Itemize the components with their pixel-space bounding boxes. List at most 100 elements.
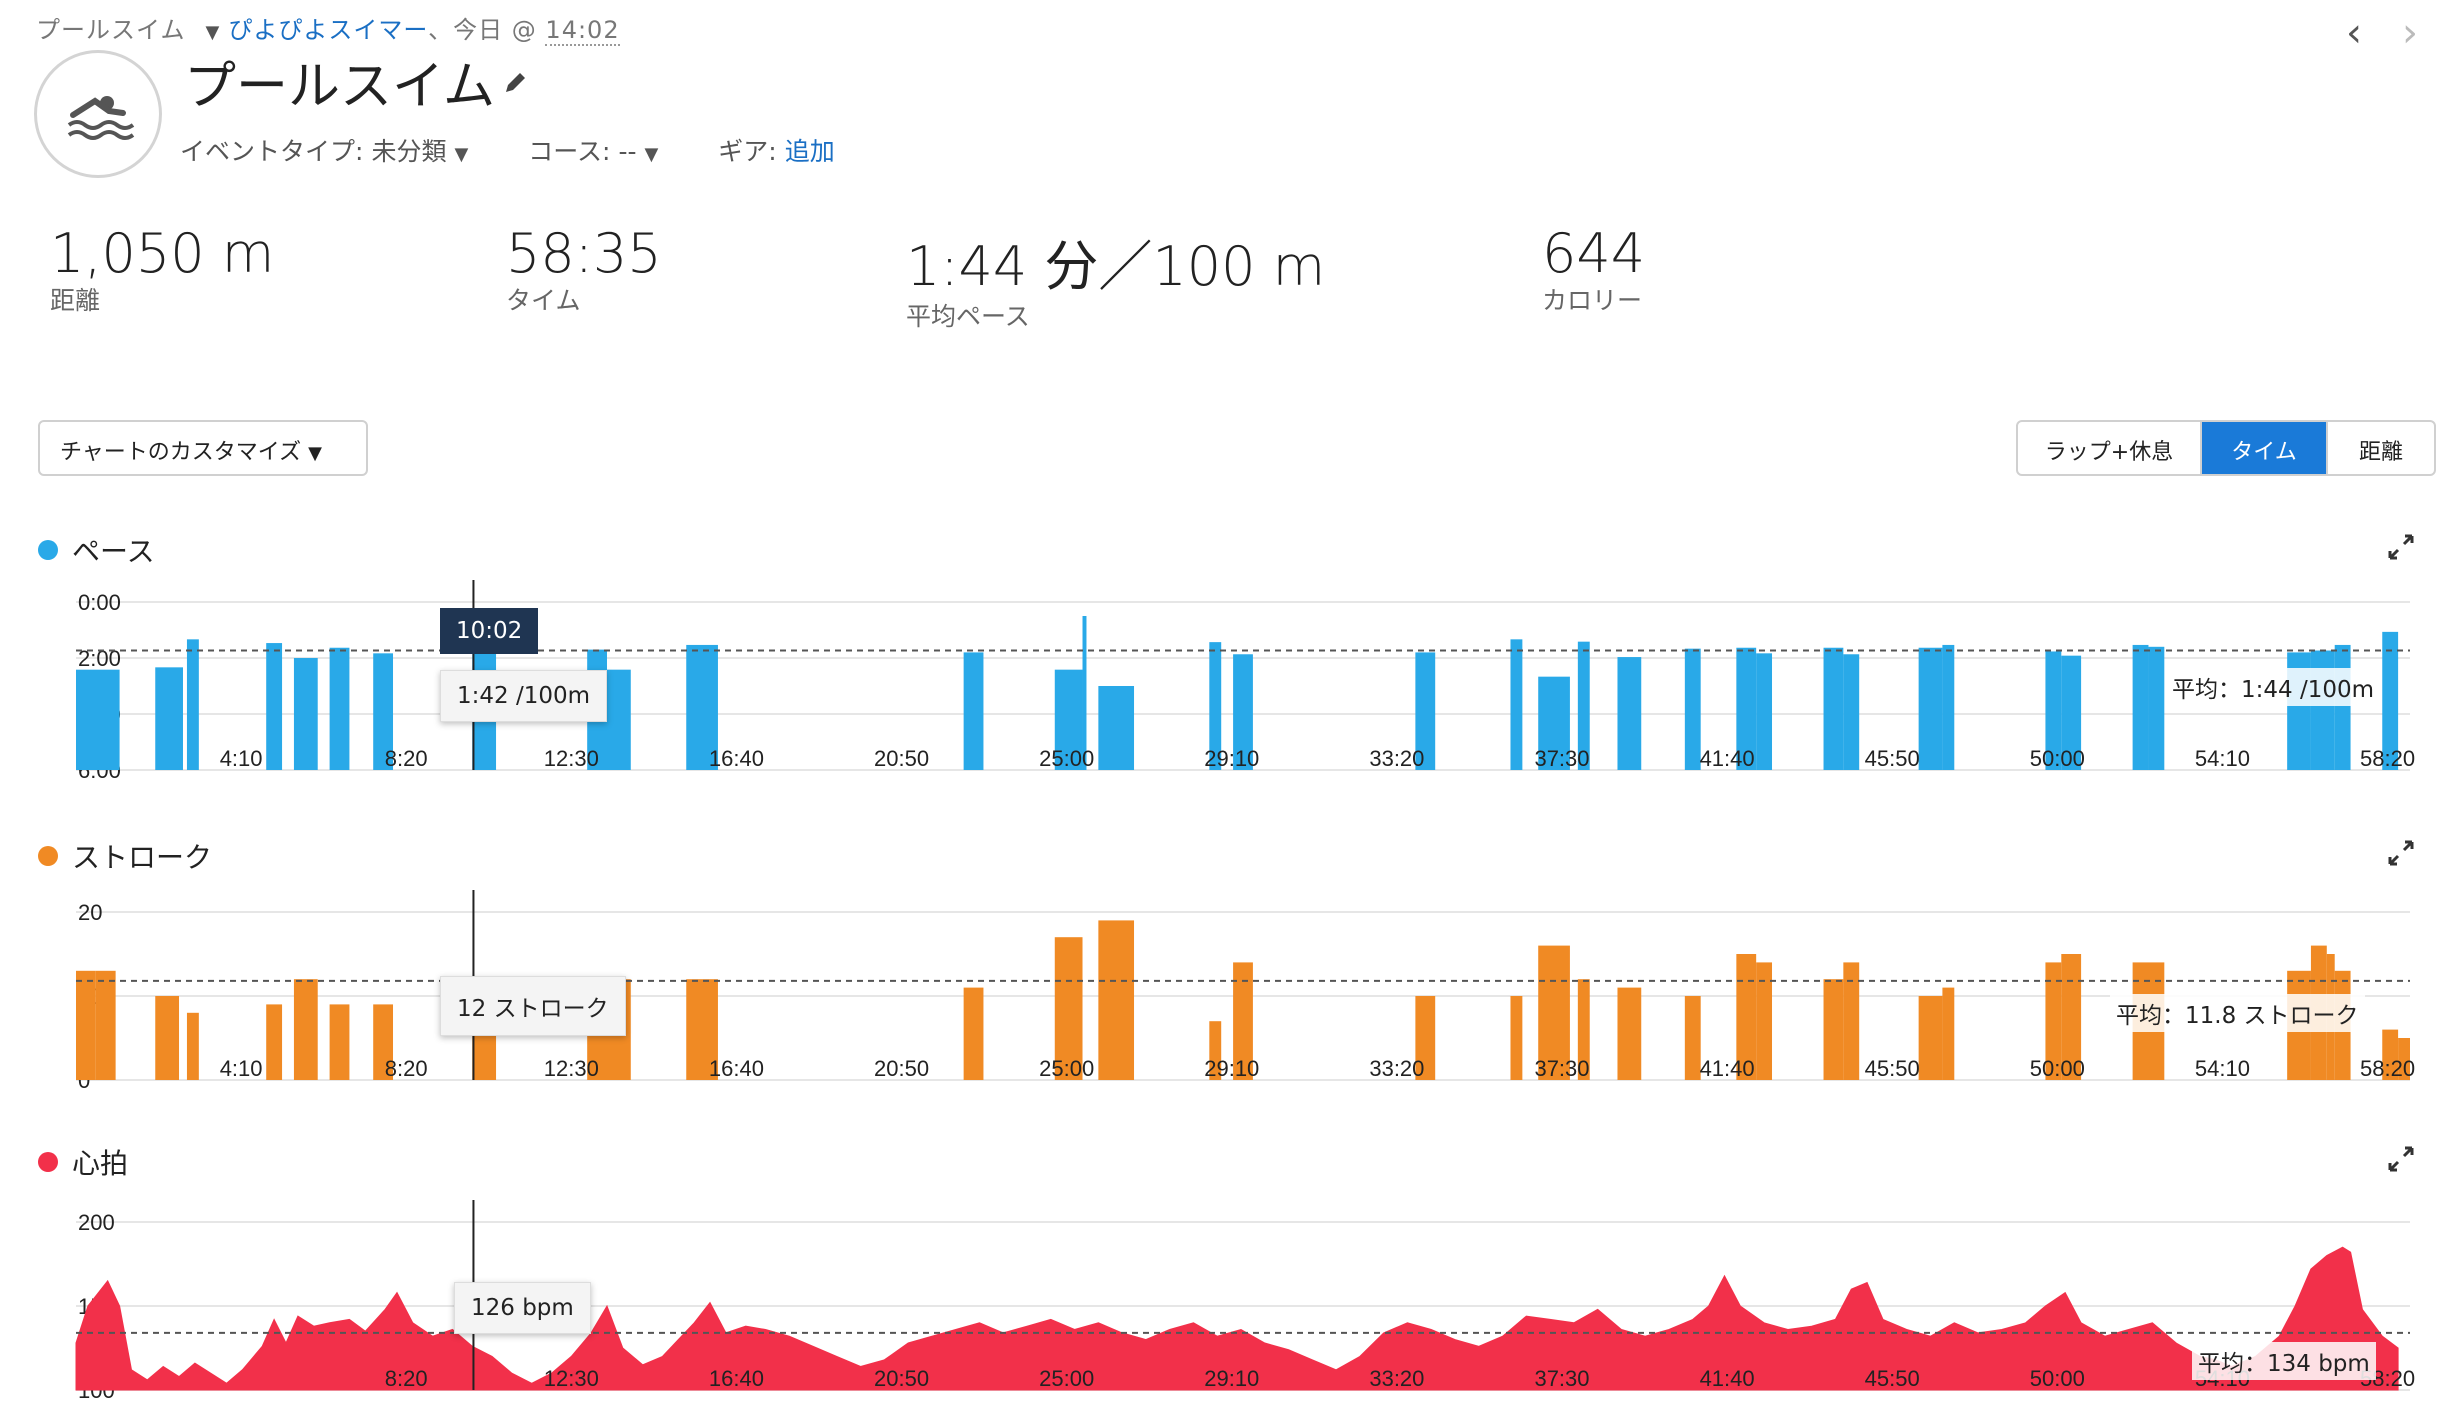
user-link[interactable]: ぴよぴよスイマー bbox=[228, 16, 429, 44]
x-tick-label: 41:40 bbox=[1700, 1056, 1755, 1081]
stroke-bar bbox=[2045, 962, 2062, 1080]
toggle-time[interactable]: タイム bbox=[2202, 422, 2328, 474]
pace-bar bbox=[1577, 641, 1590, 770]
pace-bar bbox=[1823, 647, 1844, 770]
pace-bar bbox=[1756, 653, 1773, 770]
x-tick-label: 41:40 bbox=[1700, 1366, 1755, 1391]
pace-bar bbox=[2148, 646, 2165, 770]
x-tick-label: 50:00 bbox=[2030, 1056, 2085, 1081]
toggle-lap-rest[interactable]: ラップ+休息 bbox=[2018, 422, 2202, 474]
previous-activity-icon[interactable]: ‹ bbox=[2346, 10, 2362, 56]
heart-rate-area bbox=[75, 1246, 2399, 1391]
pace-bar bbox=[1054, 669, 1083, 770]
x-tick-label: 33:20 bbox=[1369, 1366, 1424, 1391]
page-title: プールスイム bbox=[184, 57, 495, 117]
stat-calories: 644 カロリー bbox=[1542, 222, 1645, 317]
pace-bar bbox=[2132, 644, 2149, 770]
x-tick-label: 50:00 bbox=[2030, 1366, 2085, 1391]
x-tick-label: 8:20 bbox=[385, 1056, 428, 1081]
stroke-bar bbox=[2398, 1038, 2410, 1080]
x-tick-label: 12:30 bbox=[544, 746, 599, 771]
customize-chart-label: チャートのカスタマイズ bbox=[60, 440, 302, 465]
event-type-select[interactable]: 未分類 ▼ bbox=[371, 137, 469, 166]
heart-chart[interactable]: 2001501008:2012:3016:4020:5025:0029:1033… bbox=[0, 1200, 2460, 1403]
stroke-bar bbox=[1415, 996, 1436, 1080]
activity-type-dropdown-icon[interactable]: ▼ bbox=[205, 22, 221, 43]
stroke-bar bbox=[1918, 996, 1943, 1080]
heart-tooltip: 126 bpm bbox=[454, 1282, 591, 1334]
activity-type-label: プールスイム bbox=[36, 16, 186, 44]
expand-heart-chart-icon[interactable] bbox=[2386, 1144, 2416, 1174]
x-tick-label: 37:30 bbox=[1534, 746, 1589, 771]
x-tick-label: 12:30 bbox=[544, 1056, 599, 1081]
breadcrumb: プールスイム ▼ ぴよぴよスイマー、今日 @ 14:02 bbox=[36, 10, 620, 46]
x-tick-label: 41:40 bbox=[1700, 746, 1755, 771]
pace-bar bbox=[373, 653, 394, 770]
x-tick-label: 16:40 bbox=[709, 1366, 764, 1391]
pace-bar bbox=[1233, 654, 1253, 770]
stat-label: 平均ペース bbox=[906, 302, 1030, 331]
date-text: 、今日 bbox=[428, 16, 504, 44]
pace-bar bbox=[1736, 647, 1757, 770]
x-tick-label: 4:10 bbox=[220, 1056, 263, 1081]
stroke-bar bbox=[2382, 1029, 2399, 1080]
stroke-bar bbox=[1510, 996, 1523, 1080]
x-tick-label: 16:40 bbox=[709, 1056, 764, 1081]
pace-bar bbox=[606, 669, 631, 770]
add-gear-link[interactable]: 追加 bbox=[784, 137, 835, 166]
stroke-bar bbox=[1577, 979, 1590, 1080]
stroke-bar bbox=[1054, 937, 1083, 1080]
expand-stroke-chart-icon[interactable] bbox=[2386, 838, 2416, 868]
stat-value: 58:35 bbox=[506, 222, 662, 285]
chevron-down-icon: ▼ bbox=[308, 443, 322, 464]
stat-label: タイム bbox=[506, 286, 581, 315]
stroke-title-text: ストローク bbox=[72, 841, 213, 874]
stroke-bar bbox=[1823, 979, 1844, 1080]
x-tick-label: 20:50 bbox=[874, 1056, 929, 1081]
edit-title-icon[interactable] bbox=[502, 70, 528, 96]
pace-bar bbox=[1510, 639, 1523, 770]
x-tick-label: 54:10 bbox=[2195, 1056, 2250, 1081]
stroke-bar bbox=[1756, 962, 1773, 1080]
stat-label: カロリー bbox=[1542, 286, 1643, 315]
pace-bar bbox=[1942, 644, 1955, 770]
course-select[interactable]: -- ▼ bbox=[618, 137, 659, 166]
pace-bar bbox=[2382, 631, 2399, 770]
pace-bar bbox=[1843, 654, 1860, 770]
x-tick-label: 25:00 bbox=[1039, 746, 1094, 771]
stroke-chart[interactable]: 201004:108:2012:3016:4020:5025:0029:1033… bbox=[0, 890, 2460, 1093]
x-tick-label: 58:20 bbox=[2360, 1056, 2415, 1081]
next-activity-icon[interactable]: › bbox=[2402, 10, 2418, 56]
pace-bar bbox=[1209, 642, 1222, 770]
pace-legend-dot bbox=[38, 540, 58, 560]
stat-avg-pace: 1:44 分／100 m 平均ペース bbox=[906, 222, 1325, 333]
heart-chart-title: 心拍 bbox=[38, 1142, 128, 1182]
x-tick-label: 29:10 bbox=[1204, 1056, 1259, 1081]
x-tick-label: 8:20 bbox=[385, 1366, 428, 1391]
x-tick-label: 8:20 bbox=[385, 746, 428, 771]
event-type-dropdown-icon: ▼ bbox=[454, 144, 469, 165]
course-dropdown-icon: ▼ bbox=[644, 144, 659, 165]
stroke-bar bbox=[1233, 962, 1253, 1080]
activity-icon bbox=[34, 50, 162, 178]
stroke-average-label: 平均：11.8 ストローク bbox=[2110, 994, 2365, 1032]
cursor-time-tooltip: 10:02 bbox=[440, 608, 539, 654]
stroke-bar bbox=[266, 1004, 283, 1080]
customize-chart-button[interactable]: チャートのカスタマイズ ▼ bbox=[38, 420, 368, 476]
stroke-chart-title: ストローク bbox=[38, 836, 212, 876]
stroke-legend-dot bbox=[38, 846, 58, 866]
pace-bar bbox=[2334, 644, 2351, 770]
x-tick-label: 20:50 bbox=[874, 746, 929, 771]
pace-chart[interactable]: 0:002:004:006:004:108:2012:3016:4020:502… bbox=[0, 580, 2460, 783]
pace-average-label: 平均：1:44 /100m bbox=[2166, 668, 2381, 706]
x-tick-label: 54:10 bbox=[2195, 746, 2250, 771]
x-tick-label: 25:00 bbox=[1039, 1056, 1094, 1081]
x-tick-label: 12:30 bbox=[544, 1366, 599, 1391]
heart-legend-dot bbox=[38, 1152, 58, 1172]
activity-time[interactable]: 14:02 bbox=[545, 16, 620, 46]
pace-bar bbox=[1918, 647, 1943, 770]
expand-pace-chart-icon[interactable] bbox=[2386, 532, 2416, 562]
toggle-distance[interactable]: 距離 bbox=[2358, 440, 2403, 465]
stat-time: 58:35 タイム bbox=[506, 222, 662, 317]
x-tick-label: 25:00 bbox=[1039, 1366, 1094, 1391]
